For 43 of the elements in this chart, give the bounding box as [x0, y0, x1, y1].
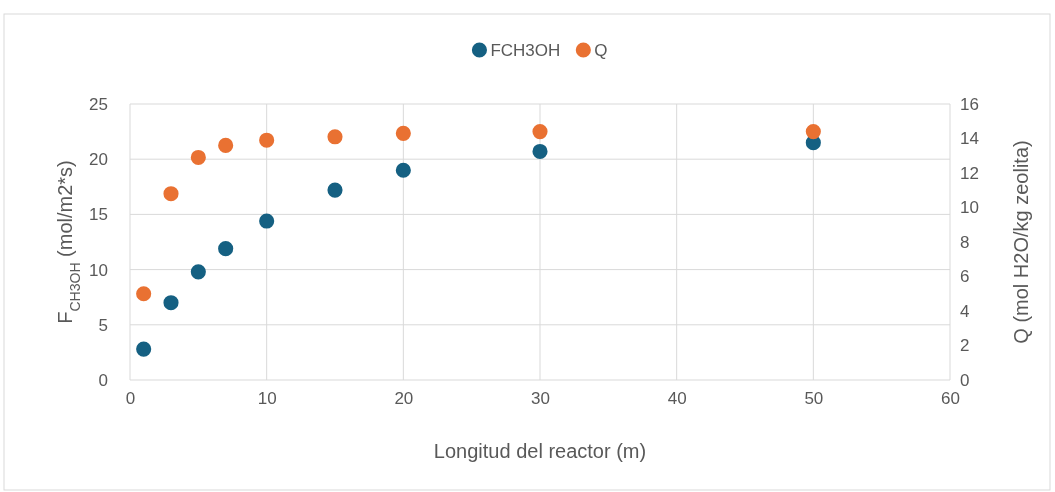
y-tick-label: 25: [89, 94, 108, 114]
x-tick-label: 0: [125, 389, 136, 409]
y-tick-label: 15: [89, 205, 108, 225]
point: [327, 129, 343, 145]
y2-tick-label: 14: [960, 129, 979, 149]
point: [190, 149, 206, 166]
y2-tick-label: 8: [960, 232, 970, 252]
y-tick-label: 5: [98, 315, 108, 335]
y2-tick-label: 16: [960, 94, 979, 114]
x-tick-label: 60: [941, 389, 960, 409]
point: [218, 241, 234, 257]
x-tick-label: 30: [531, 389, 550, 409]
point: [805, 124, 821, 140]
point: [136, 341, 152, 357]
y2-tick-label: 12: [960, 163, 979, 183]
y2-tick-label: 6: [960, 267, 970, 287]
y-tick-label: 0: [98, 370, 108, 390]
point: [395, 125, 411, 141]
point: [395, 162, 411, 178]
y2-tick-label: 0: [960, 370, 970, 390]
legend-label: FCH3OH: [490, 41, 561, 60]
y2-tick-label: 4: [960, 301, 970, 321]
point: [190, 264, 206, 280]
y-tick-label: 20: [89, 150, 108, 170]
point: [327, 182, 343, 198]
point: [163, 295, 179, 311]
legend-label: Q: [594, 41, 608, 60]
x-tick-label: 20: [394, 389, 414, 409]
point: [532, 143, 548, 160]
point: [259, 132, 275, 148]
point: [218, 137, 234, 153]
point: [259, 213, 275, 229]
x-tick-label: 50: [804, 389, 824, 409]
x-tick-label: 40: [667, 389, 687, 409]
y-tick-label: 10: [89, 260, 108, 280]
point: [163, 186, 179, 202]
y2-tick-label: 10: [960, 198, 979, 218]
x-axis-title: Longitud del reactor (m): [433, 440, 647, 462]
point: [136, 286, 152, 302]
y2-axis-title: Q (mol H2O/kg zeolita): [1010, 140, 1032, 344]
x-tick-label: 10: [257, 389, 277, 409]
y2-tick-label: 2: [960, 336, 970, 356]
point: [532, 124, 548, 140]
